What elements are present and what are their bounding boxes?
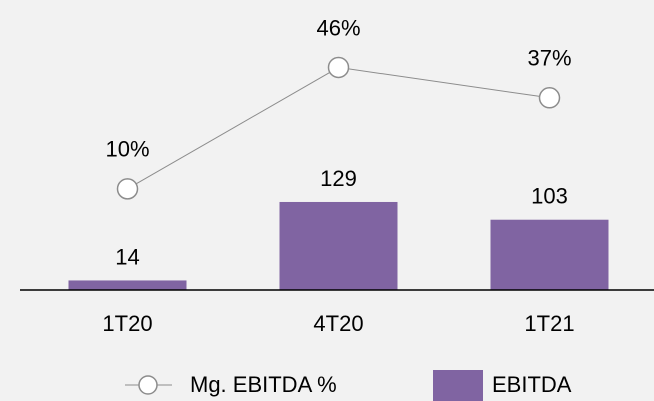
legend-label: Mg. EBITDA %	[190, 372, 337, 397]
line-marker	[538, 87, 561, 109]
bar-value-label: 129	[320, 166, 357, 191]
x-tick-label: 1T21	[524, 311, 574, 336]
legend-swatch	[433, 370, 483, 401]
bar	[279, 201, 398, 290]
line-marker	[116, 178, 139, 200]
line-value-label: 46%	[316, 15, 360, 40]
bar-value-label: 14	[115, 244, 139, 269]
line-marker	[327, 56, 350, 79]
legend-label: EBITDA	[492, 372, 572, 397]
line-value-label: 37%	[527, 46, 571, 71]
x-tick-label: 4T20	[313, 311, 363, 336]
bar	[490, 219, 609, 290]
legend-marker	[138, 375, 158, 395]
line-value-label: 10%	[105, 137, 149, 162]
bar	[68, 280, 187, 290]
bar-value-label: 103	[531, 184, 568, 209]
x-tick-label: 1T20	[102, 311, 152, 336]
